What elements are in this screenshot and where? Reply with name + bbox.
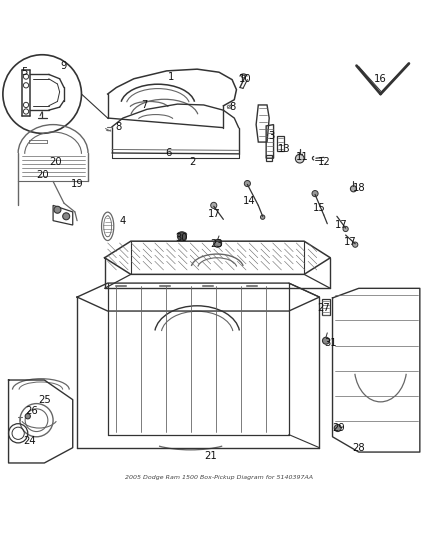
Circle shape: [343, 227, 348, 231]
Text: 28: 28: [353, 443, 365, 453]
Circle shape: [350, 185, 357, 192]
Text: 8: 8: [229, 102, 235, 112]
Text: 4: 4: [120, 216, 126, 225]
Text: 31: 31: [324, 338, 337, 348]
Text: 14: 14: [243, 196, 256, 206]
Circle shape: [54, 206, 61, 213]
Text: 17: 17: [343, 238, 357, 247]
Circle shape: [25, 414, 30, 419]
Text: 20: 20: [49, 157, 62, 167]
Text: 1: 1: [168, 71, 174, 82]
Text: 3: 3: [268, 131, 275, 141]
Text: 16: 16: [374, 74, 387, 84]
Circle shape: [211, 203, 217, 208]
Text: 21: 21: [204, 451, 217, 462]
Circle shape: [353, 242, 358, 247]
Text: 19: 19: [71, 179, 84, 189]
Text: 26: 26: [25, 406, 38, 416]
Text: 2005 Dodge Ram 1500 Box-Pickup Diagram for 5140397AA: 2005 Dodge Ram 1500 Box-Pickup Diagram f…: [125, 474, 313, 480]
Text: 12: 12: [318, 157, 330, 167]
Text: 30: 30: [176, 233, 188, 243]
Circle shape: [312, 190, 318, 197]
Text: 5: 5: [21, 67, 28, 77]
Text: 2: 2: [190, 157, 196, 167]
Circle shape: [261, 215, 265, 220]
Text: 24: 24: [23, 436, 35, 446]
Text: 17: 17: [208, 209, 221, 219]
Text: 8: 8: [116, 122, 122, 132]
Text: 25: 25: [38, 394, 51, 405]
Text: 6: 6: [166, 148, 172, 158]
Text: 17: 17: [335, 220, 348, 230]
Text: 10: 10: [239, 74, 251, 84]
Text: 11: 11: [296, 152, 308, 163]
Text: 15: 15: [313, 203, 326, 213]
Circle shape: [177, 232, 186, 241]
Text: 27: 27: [318, 303, 330, 313]
Circle shape: [322, 337, 329, 344]
Circle shape: [214, 239, 222, 247]
Text: 20: 20: [36, 170, 49, 180]
Text: 9: 9: [61, 61, 67, 71]
Text: 23: 23: [211, 239, 223, 249]
Circle shape: [244, 181, 251, 187]
Text: 18: 18: [353, 183, 365, 193]
Text: 29: 29: [333, 423, 346, 433]
Text: 13: 13: [278, 143, 291, 154]
Circle shape: [63, 213, 70, 220]
Circle shape: [334, 425, 341, 432]
Text: 7: 7: [141, 100, 148, 110]
Circle shape: [295, 154, 304, 163]
